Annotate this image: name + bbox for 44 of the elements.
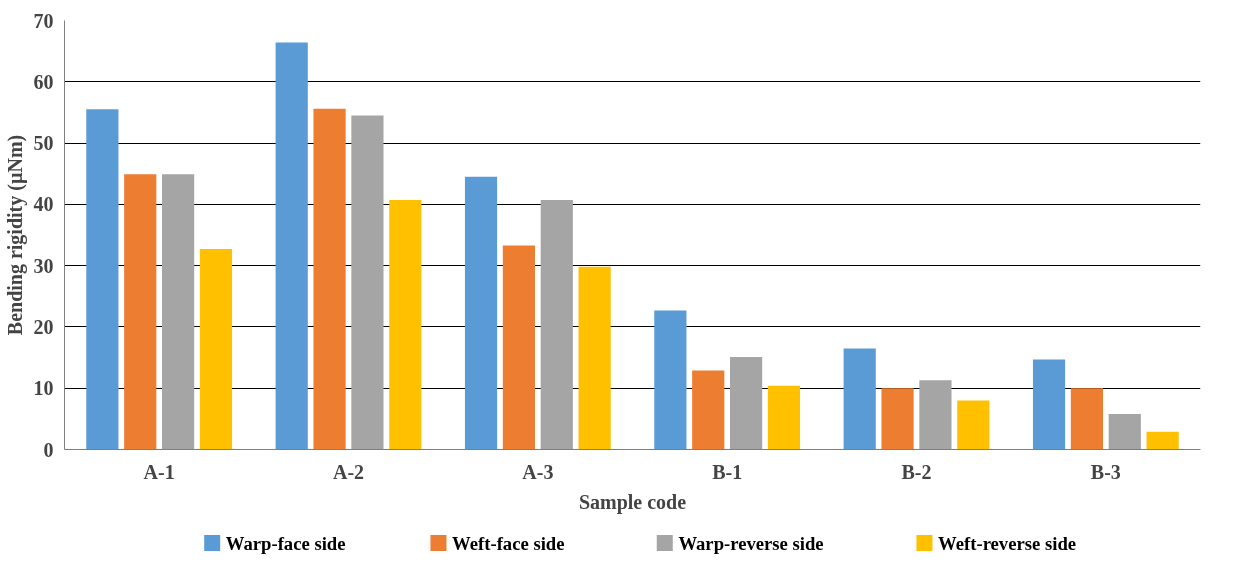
bar xyxy=(654,310,687,450)
bar xyxy=(843,348,876,450)
bar xyxy=(957,400,990,450)
bar xyxy=(502,245,535,450)
legend-label: Warp-face side xyxy=(225,532,346,554)
legend-label: Warp-reverse side xyxy=(678,532,824,554)
bar xyxy=(162,174,195,450)
x-tick-label: B-3 xyxy=(1090,460,1121,483)
bar xyxy=(919,380,952,450)
x-tick-label: A-2 xyxy=(332,460,365,483)
y-tick-label: 60 xyxy=(33,70,54,93)
bar xyxy=(767,385,801,450)
bar xyxy=(1032,359,1066,450)
y-axis-title: Bending rigidity (µNm) xyxy=(3,134,27,336)
y-tick-label: 0 xyxy=(43,438,54,461)
y-tick-label: 10 xyxy=(33,377,54,400)
bar xyxy=(1108,413,1141,450)
bar xyxy=(1146,431,1179,450)
bar xyxy=(124,174,157,450)
y-tick-label: 40 xyxy=(33,193,54,216)
bar xyxy=(464,176,498,450)
bar xyxy=(540,200,573,450)
x-axis-title: Sample code xyxy=(578,490,687,514)
bar xyxy=(578,266,611,450)
y-tick-label: 50 xyxy=(33,132,54,155)
bar xyxy=(351,115,384,450)
x-tick-label: B-1 xyxy=(712,460,743,483)
x-tick-label: A-1 xyxy=(143,460,175,483)
legend-label: Weft-reverse side xyxy=(938,532,1077,554)
bar xyxy=(881,388,914,450)
bar xyxy=(692,370,725,450)
bar xyxy=(389,200,422,450)
bar xyxy=(313,108,346,450)
y-tick-label: 70 xyxy=(33,9,54,32)
y-tick-label: 30 xyxy=(33,254,54,277)
x-tick-label: A-3 xyxy=(522,460,554,483)
bar xyxy=(730,356,763,450)
y-tick-label: 20 xyxy=(33,315,54,338)
bar xyxy=(1070,388,1103,450)
x-tick-label: B-2 xyxy=(901,460,932,483)
legend-label: Weft-face side xyxy=(452,532,565,554)
bar xyxy=(86,109,119,450)
bar xyxy=(275,42,308,450)
bar xyxy=(199,249,233,450)
